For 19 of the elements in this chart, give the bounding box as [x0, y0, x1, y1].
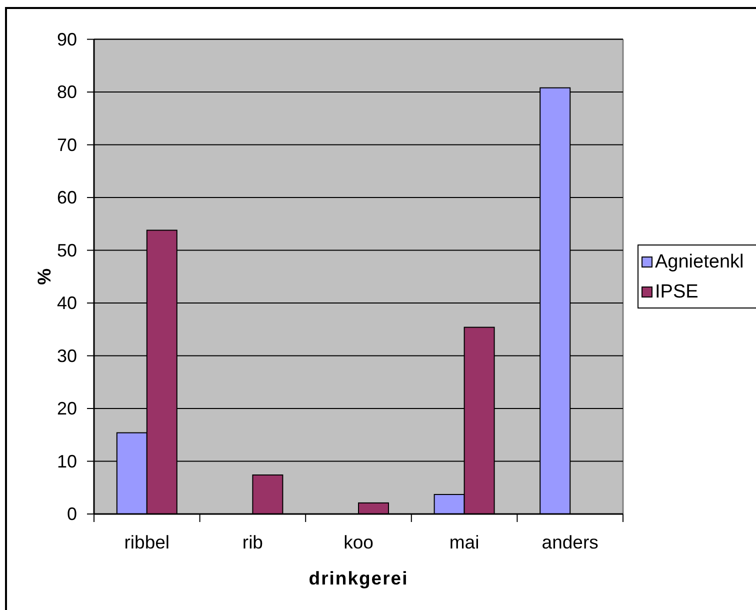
- y-tick-label: 0: [66, 504, 77, 524]
- y-tick-label: 30: [56, 346, 77, 366]
- y-axis-title: %: [34, 268, 54, 285]
- y-tick-label: 50: [56, 240, 77, 260]
- y-tick-label: 70: [56, 134, 77, 155]
- legend-label: IPSE: [655, 282, 698, 302]
- y-tick-label: 20: [56, 398, 77, 419]
- x-tick-label: rib: [242, 532, 263, 552]
- y-tick-label: 60: [56, 188, 77, 208]
- x-tick-label: anders: [542, 532, 598, 552]
- x-tick-label: koo: [344, 532, 374, 552]
- y-tick-label: 40: [56, 293, 77, 314]
- x-axis-title: drinkgerei: [308, 568, 408, 588]
- y-tick-label: 10: [56, 451, 77, 472]
- x-tick-label: ribbel: [124, 532, 170, 552]
- x-tick-label: mai: [449, 532, 480, 552]
- y-tick-label: 90: [56, 29, 77, 50]
- legend-label: Agnietenkl: [655, 252, 744, 272]
- y-tick-label: 80: [56, 82, 77, 102]
